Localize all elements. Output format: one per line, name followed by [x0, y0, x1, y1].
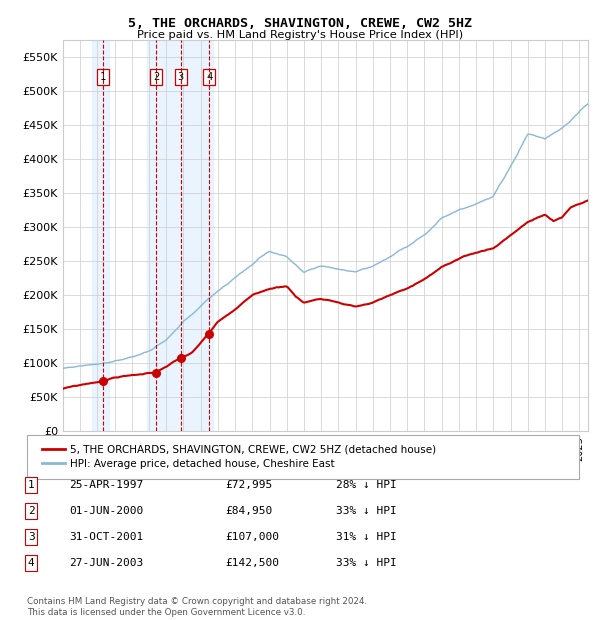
Text: 01-JUN-2000: 01-JUN-2000: [69, 506, 143, 516]
Text: 2: 2: [153, 72, 160, 82]
Text: 3: 3: [28, 532, 35, 542]
Text: £107,000: £107,000: [225, 532, 279, 542]
Text: 3: 3: [178, 72, 184, 82]
Text: 33% ↓ HPI: 33% ↓ HPI: [336, 506, 397, 516]
Text: 33% ↓ HPI: 33% ↓ HPI: [336, 558, 397, 568]
Text: 4: 4: [206, 72, 212, 82]
Text: Contains HM Land Registry data © Crown copyright and database right 2024.
This d: Contains HM Land Registry data © Crown c…: [27, 598, 367, 617]
Bar: [148, 40, 213, 431]
Text: 1: 1: [100, 72, 106, 82]
Text: 31% ↓ HPI: 31% ↓ HPI: [336, 532, 397, 542]
Text: 5, THE ORCHARDS, SHAVINGTON, CREWE, CW2 5HZ: 5, THE ORCHARDS, SHAVINGTON, CREWE, CW2 …: [128, 17, 472, 30]
Text: 4: 4: [28, 558, 35, 568]
Text: 25-APR-1997: 25-APR-1997: [69, 480, 143, 490]
Text: Price paid vs. HM Land Registry's House Price Index (HPI): Price paid vs. HM Land Registry's House …: [137, 30, 463, 40]
Text: £84,950: £84,950: [225, 506, 272, 516]
Text: 27-JUN-2003: 27-JUN-2003: [69, 558, 143, 568]
Text: £72,995: £72,995: [225, 480, 272, 490]
Text: 31-OCT-2001: 31-OCT-2001: [69, 532, 143, 542]
Text: 28% ↓ HPI: 28% ↓ HPI: [336, 480, 397, 490]
Bar: [92, 40, 109, 431]
Text: 2: 2: [28, 506, 35, 516]
Text: 1: 1: [28, 480, 35, 490]
Legend: 5, THE ORCHARDS, SHAVINGTON, CREWE, CW2 5HZ (detached house), HPI: Average price: 5, THE ORCHARDS, SHAVINGTON, CREWE, CW2 …: [38, 441, 440, 473]
Text: £142,500: £142,500: [225, 558, 279, 568]
